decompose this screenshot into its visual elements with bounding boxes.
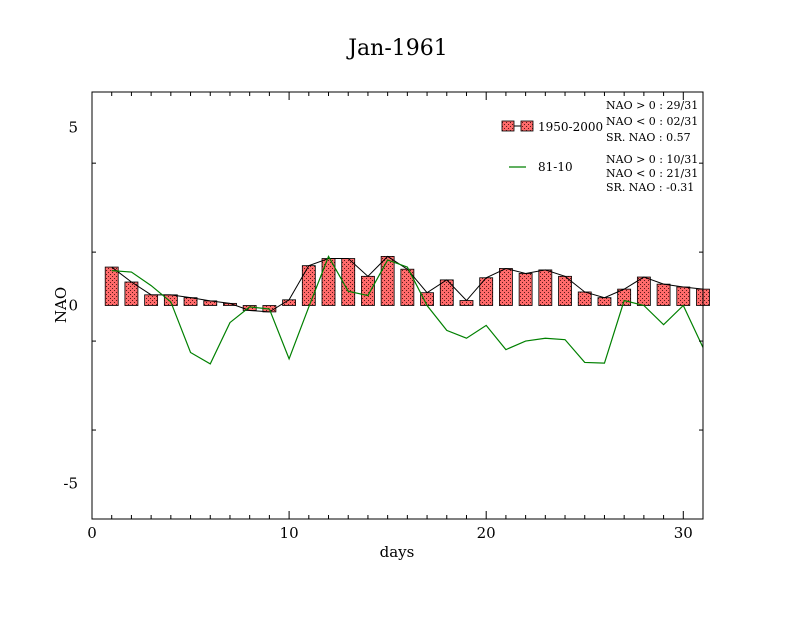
bar-day-21 [499, 268, 513, 306]
bar-day-15 [380, 255, 395, 306]
bar-day-23 [538, 269, 553, 306]
bar-day-30 [676, 286, 691, 306]
y-tick-label-5: 5 [68, 119, 78, 137]
bar-day-22 [518, 273, 533, 306]
series-line-1950-2000 [111, 255, 704, 313]
y-tick-label--5: -5 [63, 474, 78, 492]
bar-day-4 [163, 294, 178, 306]
x-tick-label-10: 10 [280, 524, 299, 542]
x-tick-label-30: 30 [674, 524, 693, 542]
bar-day-14 [361, 275, 375, 306]
chart-marks [104, 254, 710, 365]
bar-day-11 [301, 265, 316, 306]
bar-day-1 [104, 266, 119, 306]
x-tick-label-20: 20 [477, 524, 496, 542]
legend-swatch-1950-2000-b [520, 120, 534, 132]
series-line-81-10 [111, 254, 704, 365]
stats-1-sr: SR. NAO : 0.57 [606, 131, 691, 144]
chart-title: Jan-1961 [346, 36, 448, 61]
bar-day-29 [656, 283, 671, 306]
stats-block: NAO > 0 : 29/31 NAO < 0 : 02/31 SR. NAO … [606, 99, 698, 194]
legend-label-81-10: 81-10 [538, 160, 573, 174]
y-tick-label-0: 0 [68, 297, 78, 315]
legend-swatch-1950-2000 [501, 120, 515, 132]
legend-label-1950-2000: 1950-2000 [538, 120, 603, 134]
bar-day-19 [459, 300, 474, 306]
x-tick-label-0: 0 [87, 524, 97, 542]
stats-2-sr: SR. NAO : -0.31 [606, 181, 694, 194]
bar-day-28 [636, 276, 651, 306]
stats-2-negative: NAO < 0 : 21/31 [606, 167, 698, 180]
bar-day-17 [420, 292, 434, 306]
y-axis-label: NAO [52, 287, 70, 323]
bar-day-25 [577, 291, 592, 306]
stats-1-negative: NAO < 0 : 02/31 [606, 115, 698, 128]
stats-1-positive: NAO > 0 : 29/31 [606, 99, 698, 112]
y-axis-ticks: -5 0 5 [63, 119, 703, 520]
bar-day-26 [597, 297, 612, 306]
stats-2-positive: NAO > 0 : 10/31 [606, 153, 698, 166]
bar-day-3 [144, 294, 159, 306]
x-axis-label: days [380, 543, 415, 561]
bar-day-20 [479, 277, 494, 306]
plot-frame [91, 91, 704, 520]
bar-day-18 [439, 279, 454, 306]
legend: 1950-2000 81-10 [501, 120, 603, 174]
x-axis-ticks: 0 10 20 30 [87, 92, 704, 542]
bar-day-24 [558, 275, 572, 306]
